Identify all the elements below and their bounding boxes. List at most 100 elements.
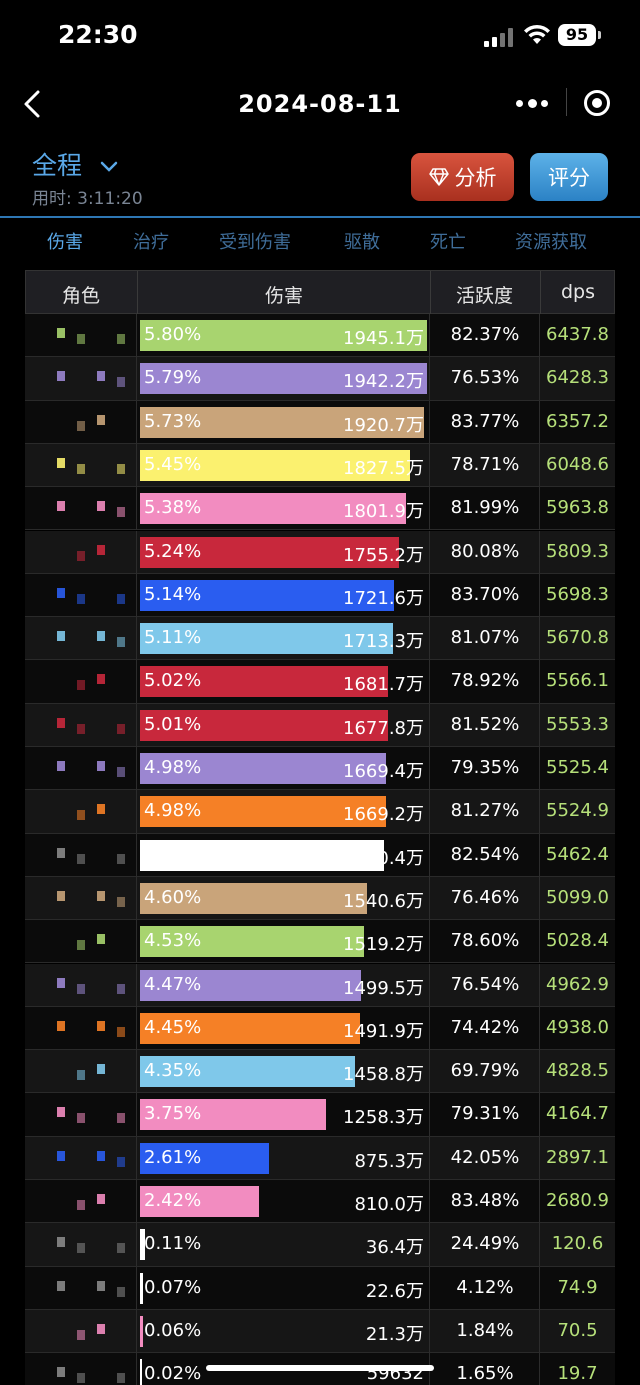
activity-value: 82.54% <box>450 843 520 865</box>
table-row[interactable]: 4.47% 1499.5万 76.54% 4962.9 <box>25 963 615 1007</box>
character-avatar <box>25 1093 137 1136</box>
phase-selector[interactable]: 全程 <box>32 146 118 182</box>
back-arrow-icon[interactable] <box>20 88 44 120</box>
damage-bar <box>140 839 384 871</box>
damage-cell: 5.11% 1713.3万 <box>137 617 430 660</box>
character-avatar <box>25 704 137 747</box>
status-bar: 22:30 95 <box>0 0 640 70</box>
dps-value: 4164.7 <box>546 1103 609 1125</box>
activity-value: 4.12% <box>456 1276 514 1298</box>
damage-percent: 4.60% <box>144 886 202 908</box>
dps-value: 70.5 <box>557 1319 598 1341</box>
damage-bar <box>140 969 362 1001</box>
table-row[interactable]: 2.61% 875.3万 42.05% 2897.1 <box>25 1136 615 1180</box>
table-row[interactable]: 2.42% 810.0万 83.48% 2680.9 <box>25 1180 615 1224</box>
dps-value: 4938.0 <box>546 1016 609 1038</box>
tab-deaths[interactable]: 死亡 <box>430 232 466 253</box>
damage-amount: 1755.2万 <box>343 544 424 566</box>
table-header: 角色 伤害 活跃度 dps <box>25 270 615 315</box>
damage-cell: 4.98% 1669.4万 <box>137 747 430 790</box>
damage-bar <box>140 1056 356 1088</box>
header-damage: 伤害 <box>265 285 304 307</box>
table-row[interactable]: 4.60% 1540.6万 76.46% 5099.0 <box>25 876 615 921</box>
dps-value: 5525.4 <box>546 757 609 778</box>
home-indicator <box>206 1365 434 1371</box>
character-avatar <box>25 920 137 963</box>
dps-value: 2897.1 <box>546 1146 609 1168</box>
damage-percent: 4.98% <box>144 757 202 778</box>
table-row[interactable]: 5.11% 1713.3万 81.07% 5670.8 <box>25 617 615 661</box>
table-row[interactable]: 5.79% 1942.2万 76.53% 6428.3 <box>25 357 615 401</box>
damage-cell: 4.98% 1669.2万 <box>137 790 430 833</box>
damage-amount: 1945.1万 <box>343 328 424 349</box>
table-row[interactable]: 0.11% 36.4万 24.49% 120.6 <box>25 1223 615 1267</box>
damage-amount: 21.3万 <box>365 1323 424 1345</box>
table-row[interactable]: 5.73% 1920.7万 83.77% 6357.2 <box>25 400 615 444</box>
damage-cell: 5.79% 1942.2万 <box>137 357 430 400</box>
table-row[interactable]: 5.02% 1681.7万 78.92% 5566.1 <box>25 660 615 704</box>
dps-value: 6437.8 <box>546 324 609 345</box>
tab-healing[interactable]: 治疗 <box>133 232 169 253</box>
page-title: 2024-08-11 <box>238 90 402 118</box>
activity-value: 82.37% <box>450 324 520 345</box>
damage-bar <box>140 1142 270 1174</box>
character-avatar <box>25 1050 137 1093</box>
character-avatar <box>25 1007 137 1050</box>
table-row[interactable]: 4.92% 1650.4万 82.54% 5462.4 <box>25 833 615 877</box>
table-row[interactable]: 5.14% 1721.6万 83.70% 5698.3 <box>25 573 615 618</box>
close-miniapp-icon[interactable] <box>584 90 610 116</box>
table-row[interactable]: 0.07% 22.6万 4.12% 74.9 <box>25 1266 615 1310</box>
table-row[interactable]: 4.98% 1669.4万 79.35% 5525.4 <box>25 747 615 791</box>
more-dots-icon[interactable] <box>516 99 548 108</box>
activity-value: 79.35% <box>450 757 520 778</box>
damage-cell: 4.35% 1458.8万 <box>137 1050 430 1093</box>
character-avatar <box>25 531 137 574</box>
dps-value: 5462.4 <box>546 843 609 865</box>
damage-bar <box>140 1186 260 1217</box>
table-row[interactable]: 5.80% 1945.1万 82.37% 6437.8 <box>25 314 615 358</box>
damage-percent: 0.06% <box>144 1319 202 1341</box>
table-row[interactable]: 4.98% 1669.2万 81.27% 5524.9 <box>25 790 615 834</box>
activity-value: 81.07% <box>450 627 520 649</box>
table-row[interactable]: 4.53% 1519.2万 78.60% 5028.4 <box>25 920 615 964</box>
damage-cell: 2.42% 810.0万 <box>137 1180 430 1223</box>
table-row[interactable]: 3.75% 1258.3万 79.31% 4164.7 <box>25 1093 615 1137</box>
character-avatar <box>25 660 137 703</box>
damage-amount: 875.3万 <box>354 1150 424 1172</box>
damage-bar <box>140 709 388 741</box>
character-avatar <box>25 1223 137 1266</box>
tab-damage-taken[interactable]: 受到伤害 <box>219 232 291 253</box>
table-row[interactable]: 5.01% 1677.8万 81.52% 5553.3 <box>25 703 615 747</box>
tab-resources[interactable]: 资源获取 <box>515 232 587 253</box>
dps-value: 5028.4 <box>546 930 609 952</box>
activity-value: 83.48% <box>450 1190 520 1211</box>
table-row[interactable]: 4.45% 1491.9万 74.42% 4938.0 <box>25 1006 615 1051</box>
dps-value: 5553.3 <box>546 713 609 735</box>
character-avatar <box>25 1353 137 1385</box>
analyze-button[interactable]: 分析 <box>411 153 514 201</box>
damage-cell: 5.24% 1755.2万 <box>137 531 430 574</box>
table-row[interactable]: 5.24% 1755.2万 80.08% 5809.3 <box>25 530 615 574</box>
table-row[interactable]: 4.35% 1458.8万 69.79% 4828.5 <box>25 1050 615 1094</box>
damage-percent: 5.79% <box>144 367 202 389</box>
dps-value: 5524.9 <box>546 800 609 822</box>
damage-cell: 4.47% 1499.5万 <box>137 964 430 1007</box>
activity-value: 78.71% <box>450 453 520 475</box>
table-row[interactable]: 5.38% 1801.9万 81.99% 5963.8 <box>25 487 615 531</box>
tab-damage[interactable]: 伤害 <box>47 232 83 253</box>
table-row[interactable]: 0.06% 21.3万 1.84% 70.5 <box>25 1309 615 1354</box>
activity-value: 42.05% <box>450 1146 520 1168</box>
table-row[interactable]: 5.45% 1827.5万 78.71% 6048.6 <box>25 443 615 488</box>
damage-percent: 2.61% <box>144 1146 202 1168</box>
damage-cell: 0.06% 21.3万 <box>137 1310 430 1353</box>
damage-amount: 1681.7万 <box>343 674 424 696</box>
activity-value: 69.79% <box>450 1060 520 1082</box>
damage-bar <box>140 1315 144 1347</box>
header-activity: 活跃度 <box>456 285 514 307</box>
status-time: 22:30 <box>58 20 138 49</box>
rate-button[interactable]: 评分 <box>530 153 608 201</box>
damage-cell: 3.75% 1258.3万 <box>137 1093 430 1136</box>
damage-amount: 1721.6万 <box>343 587 424 609</box>
nav-divider <box>566 88 567 116</box>
tab-dispel[interactable]: 驱散 <box>344 232 380 253</box>
